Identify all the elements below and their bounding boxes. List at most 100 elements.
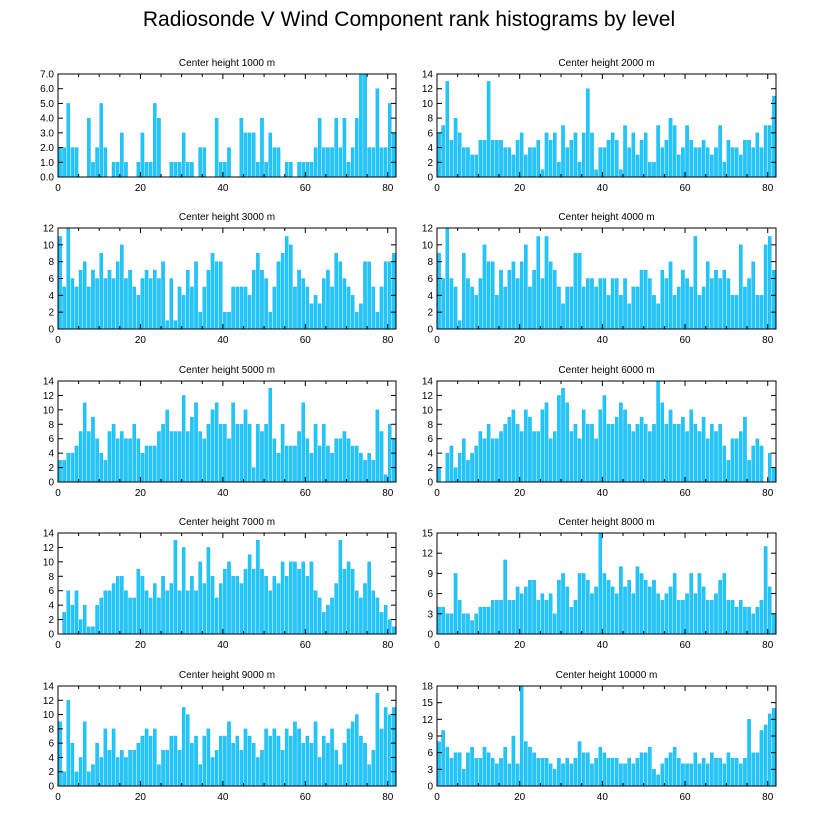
histogram-bar — [453, 117, 458, 178]
histogram-bar — [264, 162, 268, 178]
histogram-bar — [235, 576, 240, 635]
histogram-bar — [132, 597, 136, 635]
y-tick-label: 0 — [427, 325, 433, 336]
histogram-bar — [58, 236, 62, 330]
histogram-bar — [157, 764, 161, 787]
histogram-bar — [635, 154, 640, 178]
y-tick-label: 3.0 — [40, 128, 54, 139]
histogram-bar — [569, 140, 574, 178]
histogram-bar — [462, 438, 466, 483]
histogram-bar — [751, 613, 755, 635]
histogram-bar — [689, 763, 693, 787]
histogram-bar — [388, 261, 392, 330]
histogram-bar — [639, 573, 644, 635]
histogram-bar — [470, 154, 474, 178]
x-tick-label: 20 — [514, 183, 526, 194]
x-tick-label: 20 — [135, 640, 147, 651]
histogram-bar — [478, 758, 483, 787]
histogram-bar — [346, 561, 351, 635]
histogram-bar — [268, 388, 272, 483]
histogram-bar — [87, 431, 91, 483]
x-tick-label: 80 — [762, 792, 774, 803]
histogram-bar — [470, 746, 474, 787]
histogram-bar — [759, 730, 764, 787]
histogram-panel: Center height 5000 m 0 20 40 60 80 0 2 4 6 8 10 12 14 — [43, 365, 397, 499]
histogram-bar — [173, 320, 178, 330]
histogram-bar — [553, 769, 557, 787]
histogram-bar — [144, 269, 149, 330]
y-tick-label: 3 — [427, 609, 433, 620]
histogram-bar — [697, 573, 702, 635]
histogram-bar — [511, 735, 516, 787]
y-tick-label: 4.0 — [40, 114, 54, 125]
histogram-bar — [681, 416, 685, 483]
histogram-bar — [161, 424, 165, 483]
x-tick-label: 0 — [55, 792, 61, 803]
histogram-bar — [111, 424, 116, 483]
histogram-bar — [322, 612, 326, 635]
histogram-bar — [495, 295, 499, 330]
histogram-bar — [181, 395, 186, 483]
histogram-bar — [227, 561, 231, 635]
histogram-bar — [223, 735, 227, 787]
histogram-bar — [548, 593, 553, 635]
histogram-bar — [276, 147, 281, 178]
histogram-bar — [181, 132, 186, 178]
y-tick-label: 0 — [48, 478, 54, 489]
histogram-bar — [190, 286, 194, 330]
histogram-bar — [62, 286, 66, 330]
histogram-bar — [58, 721, 62, 787]
histogram-bar — [685, 431, 689, 483]
histogram-bar — [165, 750, 169, 787]
histogram-bar — [763, 546, 768, 635]
histogram-bar — [726, 140, 731, 178]
histogram-bar — [214, 402, 219, 483]
histogram-bar — [251, 568, 256, 635]
histogram-bar — [223, 162, 227, 178]
histogram-bar — [169, 583, 174, 635]
histogram-bar — [206, 547, 211, 635]
histogram-bar — [62, 612, 66, 635]
histogram-bar — [507, 416, 512, 483]
histogram-bar — [359, 73, 363, 178]
histogram-bar — [132, 750, 136, 787]
histogram-bar — [772, 95, 776, 178]
histogram-bar — [247, 554, 252, 635]
x-tick-label: 40 — [217, 183, 229, 194]
x-tick-label: 0 — [55, 335, 61, 346]
histogram-bar — [714, 431, 718, 483]
y-tick-label: 8 — [48, 724, 54, 735]
histogram-bar — [313, 721, 318, 787]
histogram-bar — [557, 286, 561, 330]
plot-frame — [57, 532, 397, 635]
histogram-bar — [615, 278, 619, 330]
histogram-bar — [317, 303, 322, 330]
histogram-bar — [470, 620, 474, 635]
histogram-bar — [643, 424, 648, 483]
histogram-bar — [359, 597, 363, 635]
y-tick-label: 6.0 — [40, 84, 54, 95]
histogram-bar — [120, 750, 124, 787]
histogram-bar — [383, 474, 388, 483]
histogram-bar — [371, 590, 376, 635]
histogram-bar — [157, 431, 161, 483]
histogram-bar — [313, 147, 318, 178]
histogram-bar — [338, 764, 343, 787]
histogram-bar — [705, 438, 710, 483]
histogram-bar — [140, 132, 145, 178]
histogram-bar — [730, 295, 735, 330]
histogram-bar — [297, 728, 301, 787]
histogram-bar — [544, 236, 549, 330]
histogram-bar — [681, 763, 685, 787]
histogram-bar — [623, 409, 627, 483]
histogram-bar — [755, 132, 760, 178]
y-tick-label: 2 — [427, 158, 433, 169]
plot-frame — [436, 73, 777, 178]
histogram-bar — [322, 424, 326, 483]
x-tick-label: 80 — [762, 640, 774, 651]
histogram-bar — [495, 763, 499, 787]
histogram-bar — [743, 606, 747, 635]
histogram-bar — [148, 445, 153, 483]
histogram-bar — [243, 728, 248, 787]
x-tick-label: 80 — [762, 335, 774, 346]
